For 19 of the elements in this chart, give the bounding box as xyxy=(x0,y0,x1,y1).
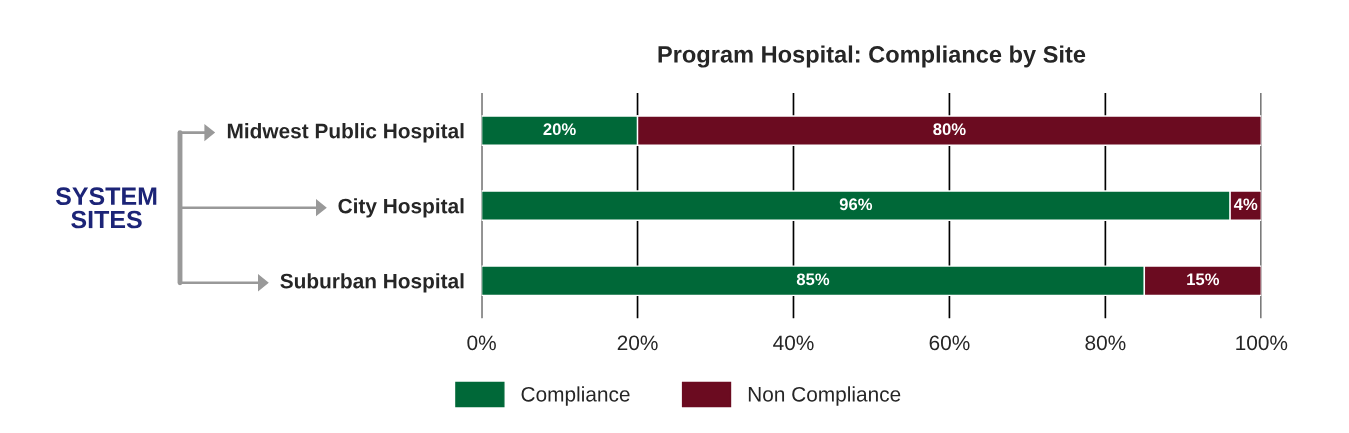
legend-label: Non Compliance xyxy=(748,386,901,406)
data-label: 20% xyxy=(543,123,576,136)
y-tick-label: Suburban Hospital xyxy=(280,273,464,293)
data-label: 96% xyxy=(839,198,873,211)
y-tick-label: Midwest Public Hospital xyxy=(227,123,464,143)
x-tick-label: 0% xyxy=(467,335,496,351)
x-tick-label: 60% xyxy=(929,335,970,351)
data-label: 15% xyxy=(1187,273,1220,286)
chart-title: Program Hospital: Compliance by Site xyxy=(658,45,1086,68)
x-tick-label: 80% xyxy=(1085,335,1126,351)
data-label: 4% xyxy=(1233,198,1258,211)
legend-label: Compliance xyxy=(521,386,630,406)
data-label: 80% xyxy=(933,123,966,136)
x-tick-label: 20% xyxy=(617,335,658,351)
x-tick-label: 100% xyxy=(1236,335,1288,351)
y-tick-label: City Hospital xyxy=(338,198,464,218)
x-tick-label: 40% xyxy=(773,335,814,351)
data-label: 85% xyxy=(796,273,830,286)
text: SYSTEM SITES xyxy=(55,187,157,229)
